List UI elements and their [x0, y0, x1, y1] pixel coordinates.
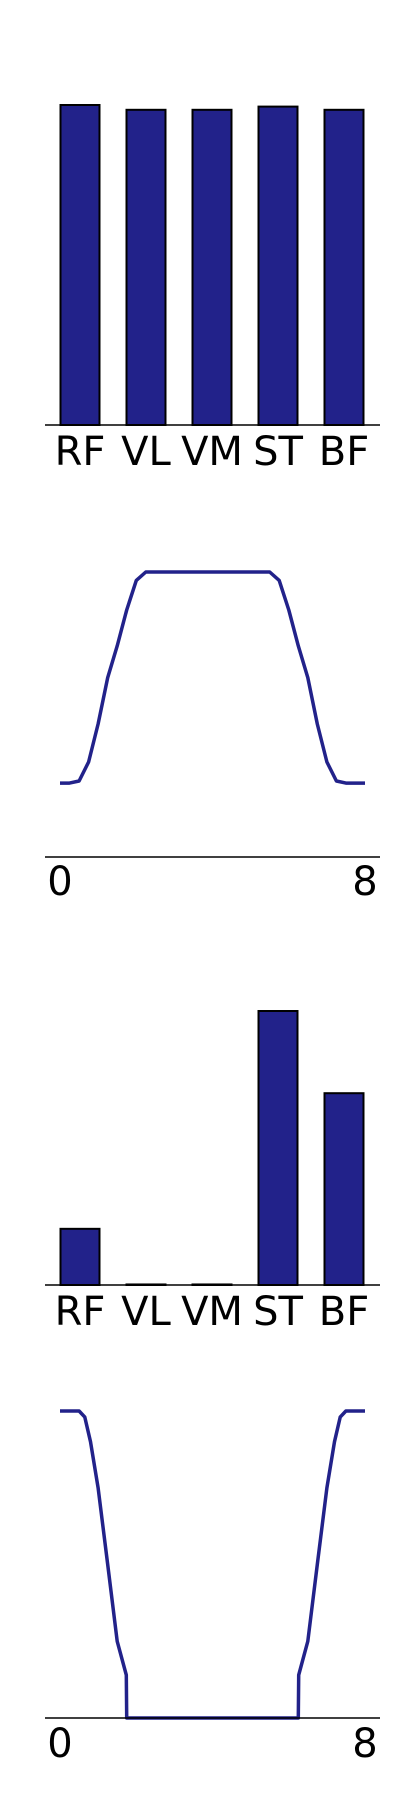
top-bar-bf [323, 108, 365, 427]
bottom-tick-label-start: 0 [47, 1721, 72, 1767]
lower-bar-rf [59, 1227, 101, 1286]
bar-chart-lower: RF VL VM ST BF [45, 1010, 380, 1335]
top-bar-st [257, 105, 299, 426]
top-tick-label-st: ST [253, 429, 303, 475]
upper-tick-label-end: 8 [352, 859, 377, 905]
lower-tick-label-st: ST [253, 1289, 303, 1335]
upper-tick-label-start: 0 [47, 859, 72, 905]
top-tick-label-vl: VL [121, 429, 171, 475]
bottom-series-line [60, 1409, 365, 1720]
top-bar-vm [191, 108, 233, 427]
lower-bar-bf [323, 1092, 365, 1286]
bar-chart-top: RF VL VM ST BF [45, 104, 380, 475]
lower-tick-label-vl: VL [121, 1289, 171, 1335]
lower-tick-label-bf: BF [319, 1289, 369, 1335]
bottom-tick-label-end: 8 [352, 1721, 377, 1767]
upper-series-line [60, 570, 365, 785]
top-bar-vl [125, 108, 167, 427]
top-tick-label-vm: VM [181, 429, 243, 475]
top-tick-label-rf: RF [55, 429, 106, 475]
lower-tick-label-rf: RF [55, 1289, 106, 1335]
top-bar-rf [59, 104, 101, 426]
lower-bar-st [257, 1010, 299, 1286]
lower-tick-label-vm: VM [181, 1289, 243, 1335]
top-tick-label-bf: BF [319, 429, 369, 475]
